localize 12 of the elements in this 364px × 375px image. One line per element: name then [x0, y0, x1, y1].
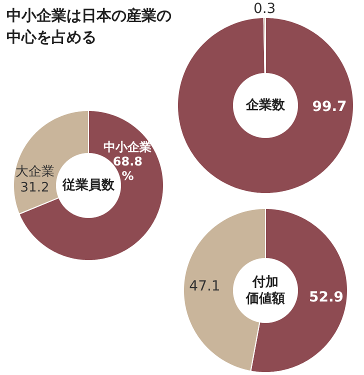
- text: 企業数: [245, 98, 286, 113]
- data-label: 31.2: [20, 180, 50, 196]
- text: 中小企業は日本の産業の中心を占める: [6, 6, 172, 46]
- slice-label: 大企業: [15, 164, 54, 180]
- text: 従業員数: [62, 178, 116, 193]
- data-label: 47.1: [189, 278, 220, 294]
- data-label: 0.3: [253, 1, 276, 18]
- data-label: 52.9: [308, 290, 344, 306]
- data-label: 68.8 %: [112, 154, 143, 184]
- text: 付加価値額: [245, 274, 285, 306]
- data-label: 99.7: [312, 99, 347, 115]
- slice-label: 中小企業: [104, 140, 152, 154]
